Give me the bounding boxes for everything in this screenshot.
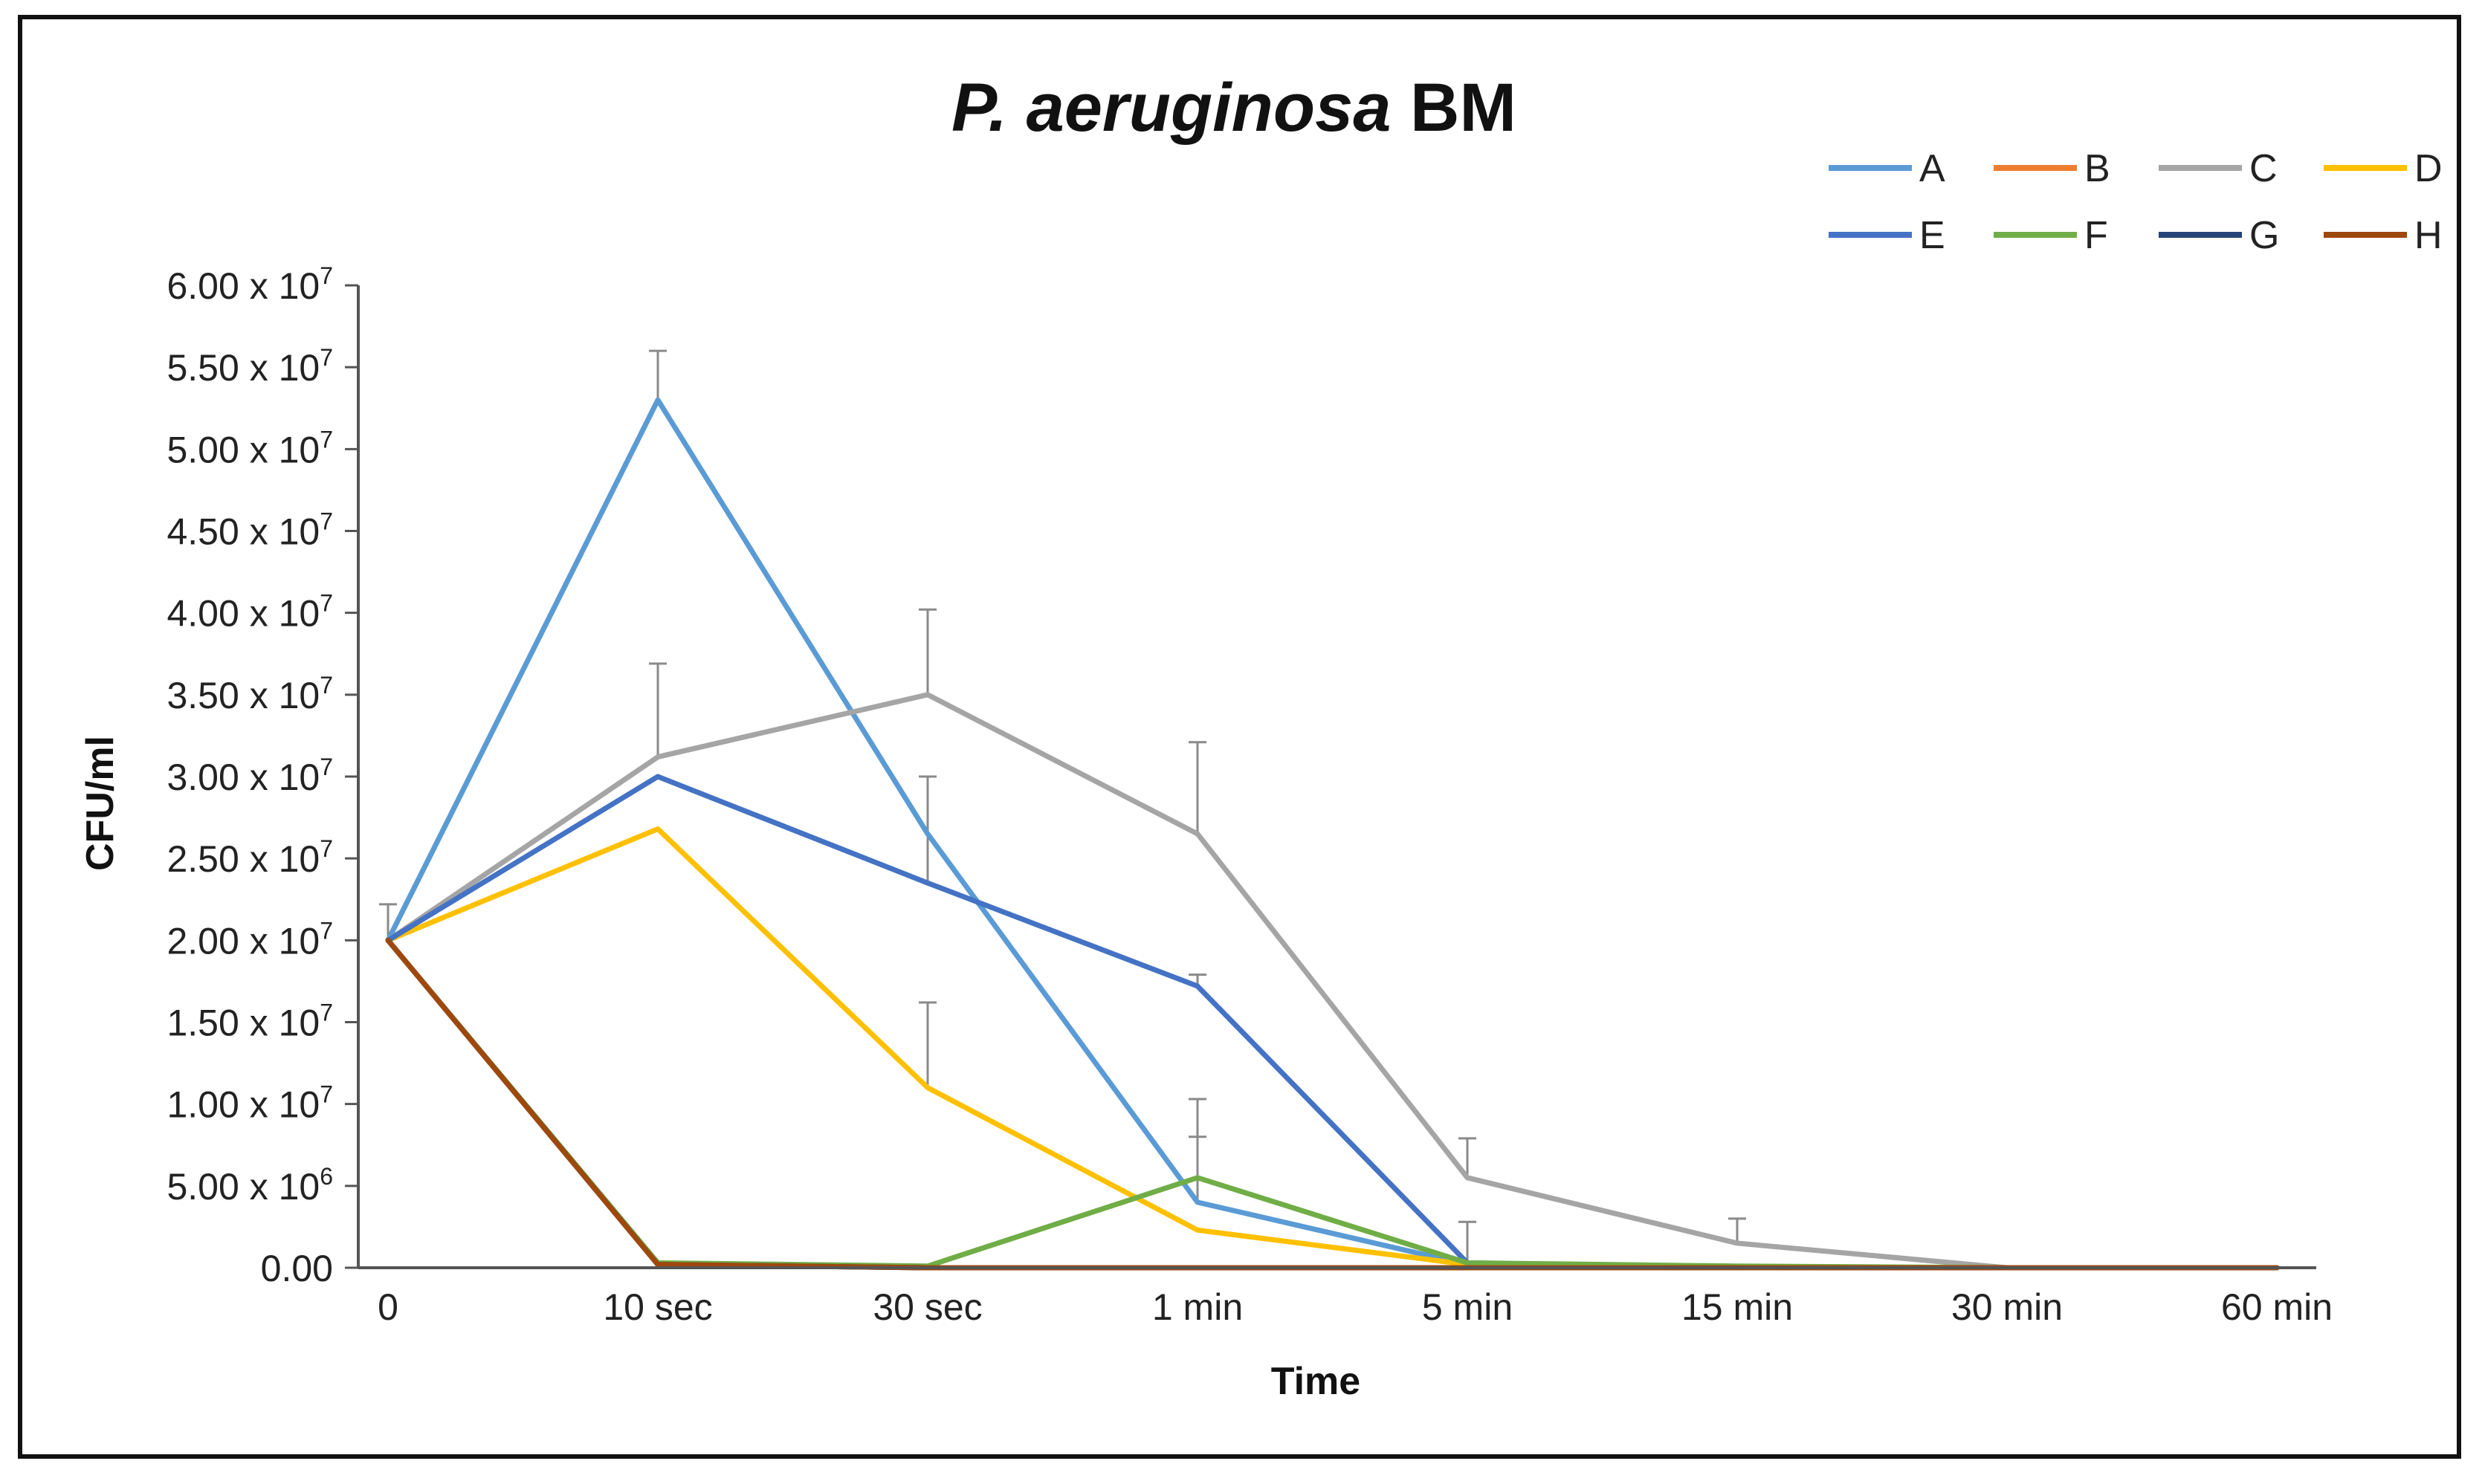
series-line-F (385, 937, 2280, 1271)
legend-label-A: A (1919, 147, 1945, 190)
x-tick-label: 15 min (1681, 1286, 1793, 1328)
y-tick-mantissa: 1.00 x 10 (167, 1084, 320, 1126)
chart-title: P. aeruginosa BM (951, 70, 1516, 146)
y-tick-exponent: 7 (320, 672, 333, 699)
y-tick-mantissa: 5.50 x 10 (167, 347, 320, 389)
y-tick-exponent: 7 (320, 1081, 333, 1108)
y-tick-label: 4.00 x 107 (167, 590, 333, 635)
series-line-A (385, 397, 2280, 1271)
x-axis-title: Time (1271, 1360, 1360, 1403)
series-lines (385, 397, 2280, 1271)
y-tick-mantissa: 6.00 x 10 (167, 265, 320, 307)
y-tick-exponent: 6 (320, 1163, 333, 1190)
y-tick-exponent: 7 (320, 344, 333, 371)
x-tick-label: 0 (378, 1286, 398, 1328)
legend-label-D: D (2414, 147, 2443, 190)
y-tick-mantissa: 2.00 x 10 (167, 920, 320, 962)
chart-title-italic: P. aeruginosa (951, 70, 1391, 146)
series-line-D (385, 826, 2280, 1271)
chart-title-rest: BM (1391, 70, 1516, 146)
y-tick-exponent: 7 (320, 917, 333, 944)
x-tick-label: 10 sec (603, 1286, 712, 1328)
x-tick-label: 30 min (1951, 1286, 2063, 1328)
legend-label-H: H (2414, 214, 2443, 257)
legend: A B C D E F G H (1829, 147, 2443, 257)
legend-label-E: E (1919, 214, 1945, 257)
y-tick-label: 4.50 x 107 (167, 508, 333, 553)
legend-label-F: F (2084, 214, 2108, 257)
y-tick-label: 1.50 x 107 (167, 999, 333, 1044)
y-tick-mantissa: 5.00 x 10 (167, 1166, 320, 1208)
y-tick-mantissa: 4.50 x 10 (167, 511, 320, 553)
series-line-C (385, 692, 2280, 1271)
y-tick-exponent: 7 (320, 262, 333, 289)
y-tick-label: 5.00 x 106 (167, 1163, 333, 1208)
y-tick-mantissa: 3.00 x 10 (167, 756, 320, 798)
y-tick-label: 0.00 (261, 1248, 333, 1289)
x-tick-label: 60 min (2221, 1286, 2333, 1328)
y-tick-label: 5.50 x 107 (167, 344, 333, 389)
legend-label-C: C (2249, 147, 2278, 190)
y-tick-label: 1.00 x 107 (167, 1081, 333, 1126)
y-tick-exponent: 7 (320, 835, 333, 862)
error-bars (379, 349, 1746, 1263)
y-axis-title: CFU/ml (79, 736, 122, 871)
x-tick-label: 5 min (1422, 1286, 1513, 1328)
y-tick-mantissa: 0.00 (261, 1248, 333, 1289)
legend-label-B: B (2084, 147, 2110, 190)
y-tick-mantissa: 5.00 x 10 (167, 429, 320, 470)
y-tick-mantissa: 4.00 x 10 (167, 593, 320, 635)
y-tick-exponent: 7 (320, 426, 333, 453)
y-tick-label: 5.00 x 107 (167, 426, 333, 470)
x-axis-ticks: 0 10 sec 30 sec 1 min 5 min 15 min 30 min 60 mi… (378, 1286, 2333, 1328)
y-tick-exponent: 7 (320, 754, 333, 780)
y-tick-label: 6.00 x 107 (167, 262, 333, 307)
y-tick-mantissa: 2.50 x 10 (167, 838, 320, 880)
y-tick-mantissa: 3.50 x 10 (167, 675, 320, 716)
legend-label-G: G (2249, 214, 2279, 257)
series-line-E (385, 774, 2280, 1271)
y-tick-label: 2.50 x 107 (167, 835, 333, 880)
y-tick-label: 2.00 x 107 (167, 917, 333, 962)
line-chart: P. aeruginosa BM A B C DE F G H 0.005.00 x 106… (79, 70, 2443, 1403)
x-tick-label: 1 min (1152, 1286, 1243, 1328)
y-tick-exponent: 7 (320, 999, 333, 1026)
y-tick-mantissa: 1.50 x 10 (167, 1002, 320, 1044)
y-tick-label: 3.00 x 107 (167, 754, 333, 798)
y-tick-label: 3.50 x 107 (167, 672, 333, 716)
y-tick-exponent: 7 (320, 590, 333, 617)
x-tick-label: 30 sec (873, 1286, 982, 1328)
y-tick-exponent: 7 (320, 508, 333, 535)
